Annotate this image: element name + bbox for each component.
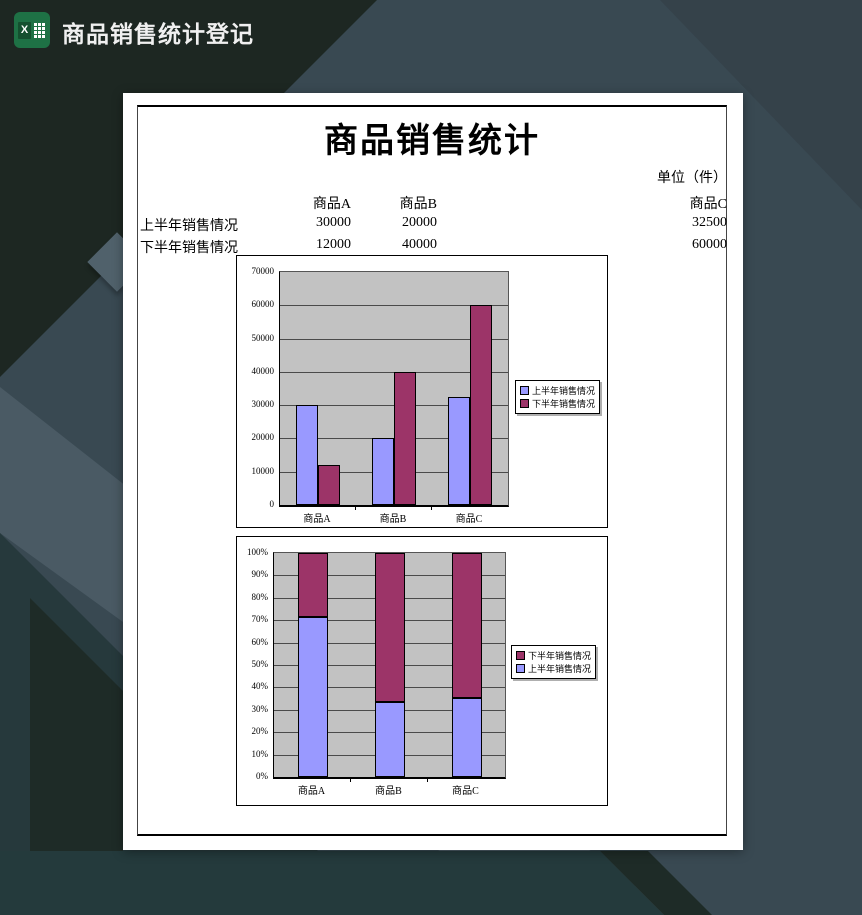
- x-axis-category-label: 商品C: [455, 514, 483, 525]
- x-axis-category-label: 商品B: [379, 514, 407, 525]
- bar-first-half: [372, 438, 394, 505]
- gridline: [280, 305, 508, 306]
- bar-first-half: [448, 397, 470, 505]
- stacked-bar-second-half: [375, 553, 405, 702]
- stacked-bar-first-half: [375, 702, 405, 777]
- legend-color-swatch: [520, 399, 529, 408]
- y-axis-tick-label: 0%: [256, 771, 268, 781]
- legend-label: 上半年销售情况: [532, 386, 596, 396]
- legend-entry: 下半年销售情况: [520, 397, 595, 410]
- x-axis-tick: [355, 506, 356, 510]
- clustered-bar-chart: 0 10000 20000 30000 40000 50000 60000 70000 商品A 商…: [236, 255, 608, 528]
- chart-legend: 下半年销售情况 上半年销售情况: [511, 645, 597, 679]
- excel-icon-letter: X: [18, 21, 31, 39]
- table-row: 下半年销售情况 12000 40000 60000: [123, 237, 743, 257]
- x-axis-tick: [431, 506, 432, 510]
- y-axis-tick-label: 80%: [251, 592, 269, 602]
- y-axis-tick-label: 40%: [251, 681, 269, 691]
- y-axis-tick-label: 60000: [251, 299, 275, 309]
- y-axis-tick-label: 10000: [251, 466, 275, 476]
- table-column-header: 商品C: [689, 197, 727, 212]
- y-axis-tick-label: 100%: [247, 547, 268, 557]
- x-axis-category-label: 商品A: [303, 514, 331, 525]
- excel-icon: X: [14, 12, 50, 48]
- y-axis-tick-label: 40000: [251, 366, 275, 376]
- y-axis-tick-label: 70000: [251, 266, 275, 276]
- excel-icon-grid: [33, 21, 46, 39]
- legend-entry: 下半年销售情况: [516, 649, 591, 662]
- chart-legend: 上半年销售情况 下半年销售情况: [515, 380, 601, 414]
- y-axis-tick-label: 50000: [251, 333, 275, 343]
- window-title: 商品销售统计登记: [62, 21, 254, 47]
- legend-color-swatch: [516, 651, 525, 660]
- stacked-bar-first-half: [452, 698, 482, 777]
- unit-label: 单位（件）: [657, 171, 727, 186]
- document-title: 商品销售统计: [324, 123, 540, 160]
- table-cell: 60000: [692, 237, 727, 252]
- legend-label: 上半年销售情况: [528, 664, 592, 674]
- table-cell: 40000: [402, 237, 437, 252]
- table-column-header: 商品A: [312, 197, 351, 212]
- x-axis-category-label: 商品C: [452, 786, 479, 797]
- stacked-percent-bar-chart: 0% 10% 20% 30% 40% 50% 60% 70% 80% 90% 100% 商品A 商品B 商…: [236, 536, 608, 806]
- y-axis-tick-label: 10%: [251, 749, 269, 759]
- legend-label: 下半年销售情况: [528, 651, 592, 661]
- table-cell: 12000: [316, 237, 351, 252]
- legend-entry: 上半年销售情况: [520, 384, 595, 397]
- legend-label: 下半年销售情况: [532, 399, 596, 409]
- legend-entry: 上半年销售情况: [516, 662, 591, 675]
- table-cell: 32500: [692, 215, 727, 230]
- table-cell: 20000: [402, 215, 437, 230]
- y-axis-tick-label: 30000: [251, 399, 275, 409]
- stacked-bar-first-half: [298, 617, 328, 777]
- legend-color-swatch: [516, 664, 525, 673]
- window-titlebar: X 商品销售统计登记: [0, 0, 862, 60]
- stacked-bar-second-half: [298, 553, 328, 617]
- y-axis-tick-label: 90%: [251, 569, 269, 579]
- y-axis-tick-label: 20000: [251, 432, 275, 442]
- y-axis-tick-label: 20%: [251, 726, 269, 736]
- bar-second-half: [470, 305, 492, 505]
- x-axis-category-label: 商品B: [375, 786, 402, 797]
- x-axis-tick: [350, 778, 351, 782]
- table-row-label: 上半年销售情况: [140, 219, 238, 234]
- table-column-header: 商品B: [399, 197, 437, 212]
- document-border-frame: [137, 105, 727, 836]
- stacked-bar-second-half: [452, 553, 482, 698]
- plot-area: [279, 271, 509, 507]
- y-axis-tick-label: 70%: [251, 614, 269, 624]
- y-axis-tick-label: 0: [269, 499, 275, 509]
- bar-first-half: [296, 405, 318, 505]
- y-axis-tick-label: 30%: [251, 704, 269, 714]
- legend-color-swatch: [520, 386, 529, 395]
- document-page: 商品销售统计 单位（件） 商品A 商品B 商品C 上半年销售情况 30000 2…: [123, 93, 743, 850]
- y-axis-tick-label: 50%: [251, 659, 269, 669]
- gridline: [280, 339, 508, 340]
- plot-area: [273, 552, 506, 779]
- x-axis-tick: [427, 778, 428, 782]
- table-header-row: 商品A 商品B 商品C: [123, 193, 743, 213]
- x-axis-category-label: 商品A: [297, 786, 326, 797]
- table-row-label: 下半年销售情况: [140, 241, 238, 256]
- table-row: 上半年销售情况 30000 20000 32500: [123, 215, 743, 235]
- table-cell: 30000: [316, 215, 351, 230]
- bar-second-half: [318, 465, 340, 505]
- y-axis-tick-label: 60%: [251, 637, 269, 647]
- bar-second-half: [394, 372, 416, 505]
